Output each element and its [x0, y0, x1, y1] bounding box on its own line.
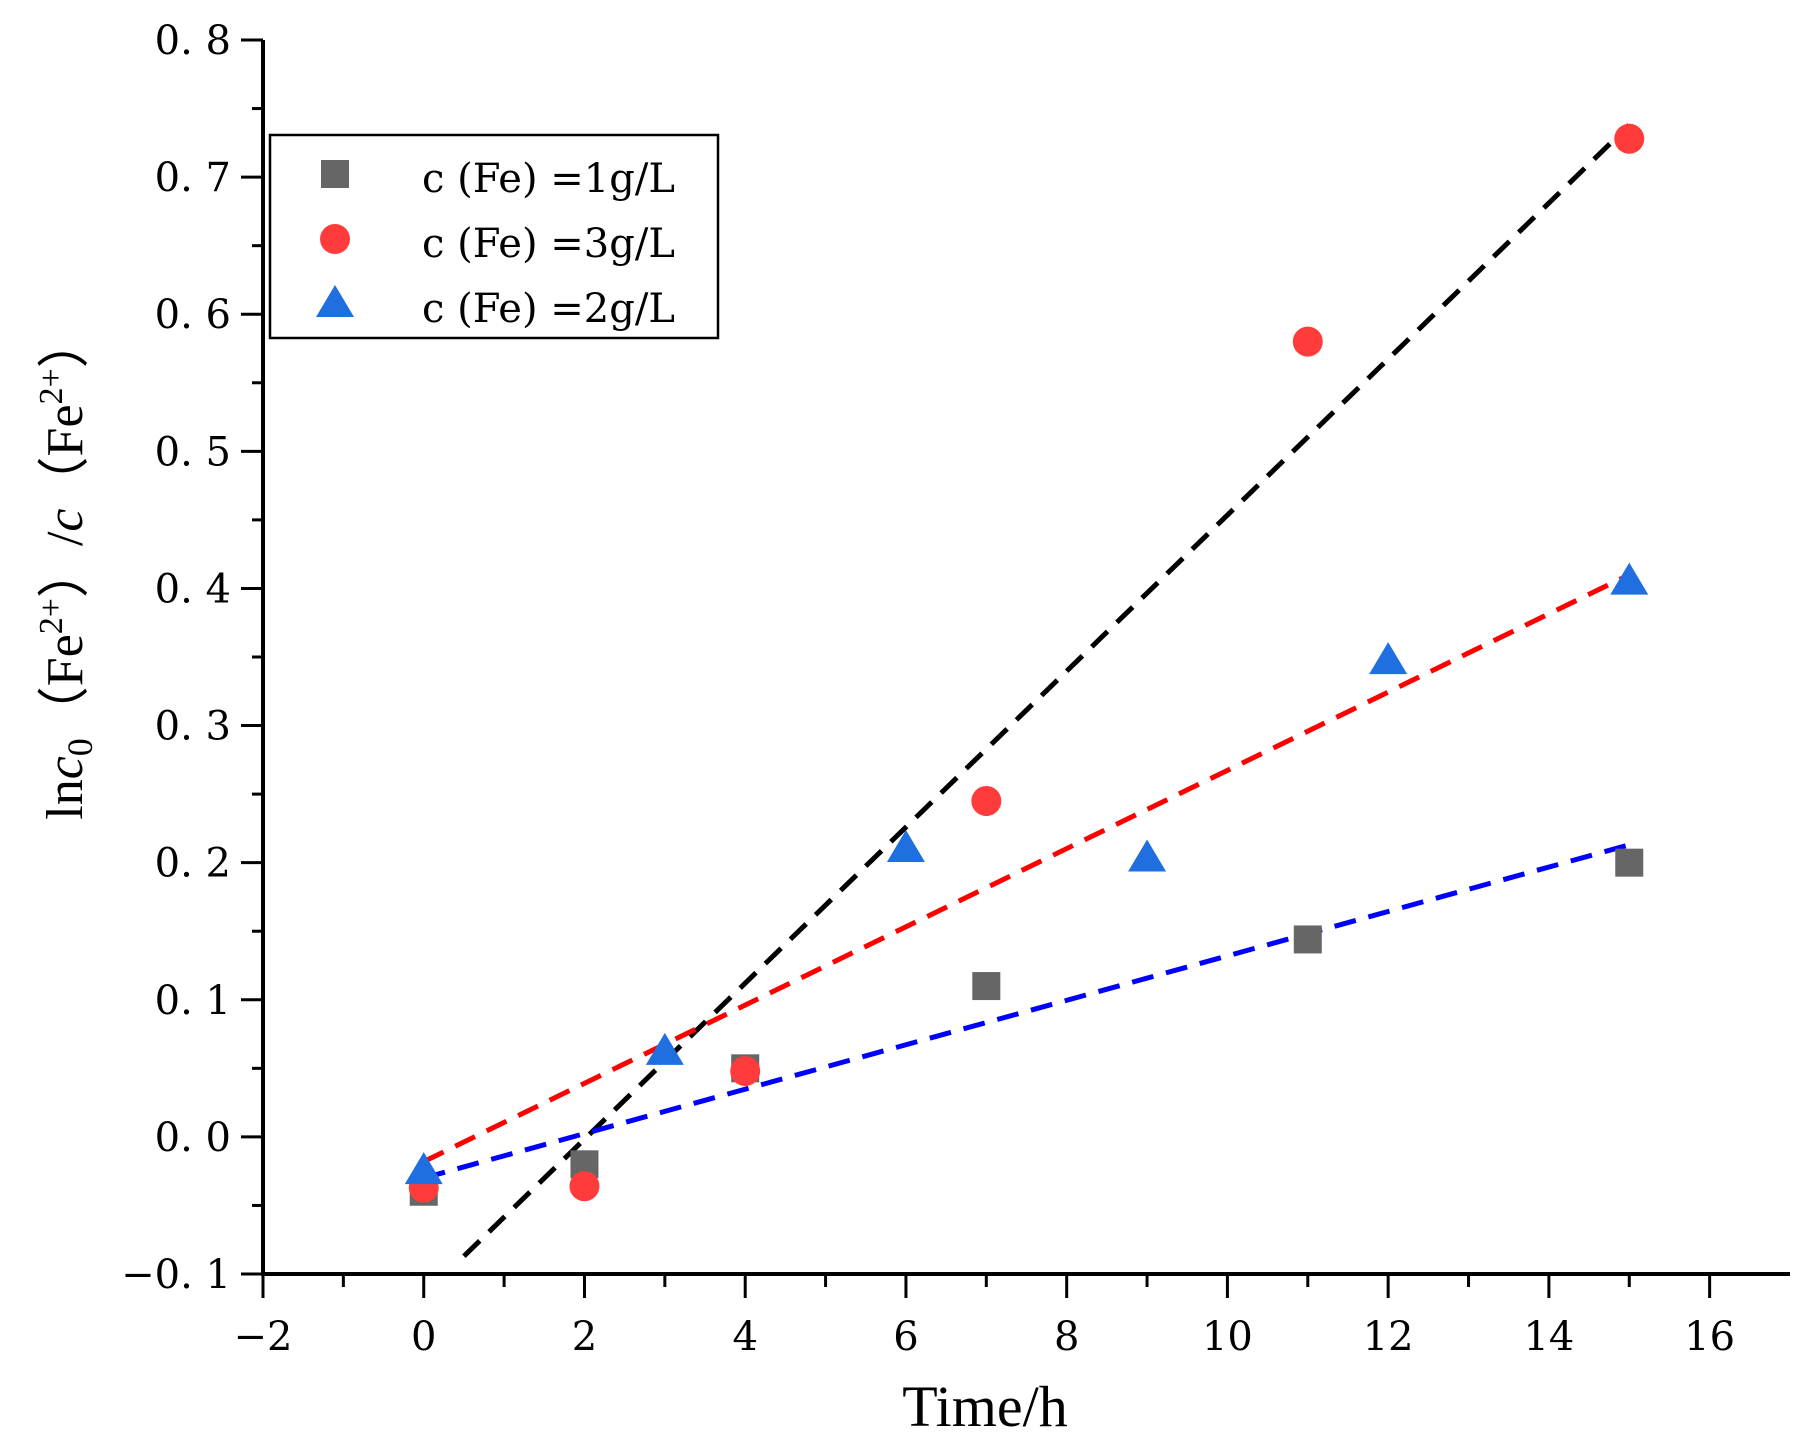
- y-tick-label: 0. 0: [155, 1115, 231, 1161]
- legend-label-3g: c (Fe) =3g/L: [422, 221, 675, 267]
- legend-marker-circle: [320, 224, 350, 254]
- x-tick-label: 8: [1054, 1314, 1079, 1360]
- x-axis-title: Time/h: [902, 1374, 1067, 1439]
- legend-marker-square: [321, 160, 349, 188]
- point-3g: [569, 1171, 600, 1202]
- point-2g: [1610, 562, 1649, 595]
- point-3g: [1292, 326, 1323, 357]
- fit-lines: [422, 123, 1632, 1258]
- series-layer: [404, 123, 1649, 1206]
- y-tick-label: 0. 6: [155, 292, 231, 338]
- y-axis-title-fe1-open: （Fe: [37, 634, 94, 738]
- point-2g: [645, 1032, 684, 1065]
- y-tick-label: 0. 2: [155, 841, 231, 887]
- y-tick-label: 0. 5: [155, 429, 231, 475]
- point-3g: [1614, 123, 1645, 154]
- legend-label-2g: c (Fe) =2g/L: [422, 286, 675, 332]
- y-tick-label: −0. 1: [121, 1252, 231, 1298]
- x-tick-label: 4: [732, 1314, 757, 1360]
- fit-black-line: [462, 123, 1632, 1258]
- x-ticks: −2 0 2 4 6 8 10 12 14 16: [234, 1274, 1735, 1360]
- y-axis-title-fe2-open: （Fe: [37, 404, 94, 508]
- y-axis-title-c0: c: [37, 756, 94, 779]
- svg-text:lnc0（Fe2+）/c（Fe2+）: lnc0（Fe2+）/c（Fe2+）: [33, 316, 100, 820]
- point-1g: [1293, 925, 1322, 954]
- y-axis-title-c: c: [37, 508, 94, 531]
- y-axis-title-fe1-sup: 2+: [33, 598, 70, 634]
- x-tick-label: −2: [234, 1314, 293, 1360]
- y-axis-title-ln: ln: [37, 779, 94, 819]
- y-tick-label: 0. 1: [155, 978, 231, 1024]
- y-axis-title-fe2-close: ）: [37, 316, 94, 368]
- x-tick-label: 0: [411, 1314, 436, 1360]
- y-axis-title: lnc0（Fe2+）/c（Fe2+）: [33, 316, 100, 820]
- y-axis-title-fe1-close: ）/: [37, 531, 94, 598]
- y-ticks: −0. 1 0. 0 0. 1 0. 2 0. 3 0. 4 0. 5 0. 6 0. 7 0. …: [121, 18, 263, 1298]
- legend-label-1g: c (Fe) =1g/L: [422, 156, 675, 202]
- x-tick-label: 10: [1202, 1314, 1253, 1360]
- fit-red-line: [422, 572, 1631, 1164]
- point-3g: [730, 1056, 761, 1087]
- x-tick-label: 12: [1363, 1314, 1414, 1360]
- point-2g: [404, 1152, 443, 1185]
- y-axis-title-c0-sub: 0: [60, 738, 100, 756]
- point-2g: [1369, 642, 1408, 675]
- point-2g: [1128, 839, 1167, 872]
- legend: c (Fe) =1g/L c (Fe) =3g/L c (Fe) =2g/L: [268, 133, 720, 340]
- point-2g: [886, 829, 925, 862]
- x-tick-label: 2: [572, 1314, 597, 1360]
- y-axis-title-fe2-sup: 2+: [33, 368, 70, 404]
- y-tick-label: 0. 4: [155, 566, 231, 612]
- point-1g: [972, 972, 1001, 1001]
- y-tick-label: 0. 7: [155, 155, 231, 201]
- x-tick-label: 14: [1523, 1314, 1574, 1360]
- legend-marker-triangle: [316, 285, 354, 317]
- point-3g: [971, 785, 1002, 816]
- y-tick-label: 0. 3: [155, 704, 231, 750]
- x-tick-label: 6: [893, 1314, 918, 1360]
- legend-markers: [316, 160, 354, 317]
- y-tick-label: 0. 8: [155, 18, 231, 64]
- x-tick-label: 16: [1684, 1314, 1735, 1360]
- point-1g: [1615, 848, 1644, 877]
